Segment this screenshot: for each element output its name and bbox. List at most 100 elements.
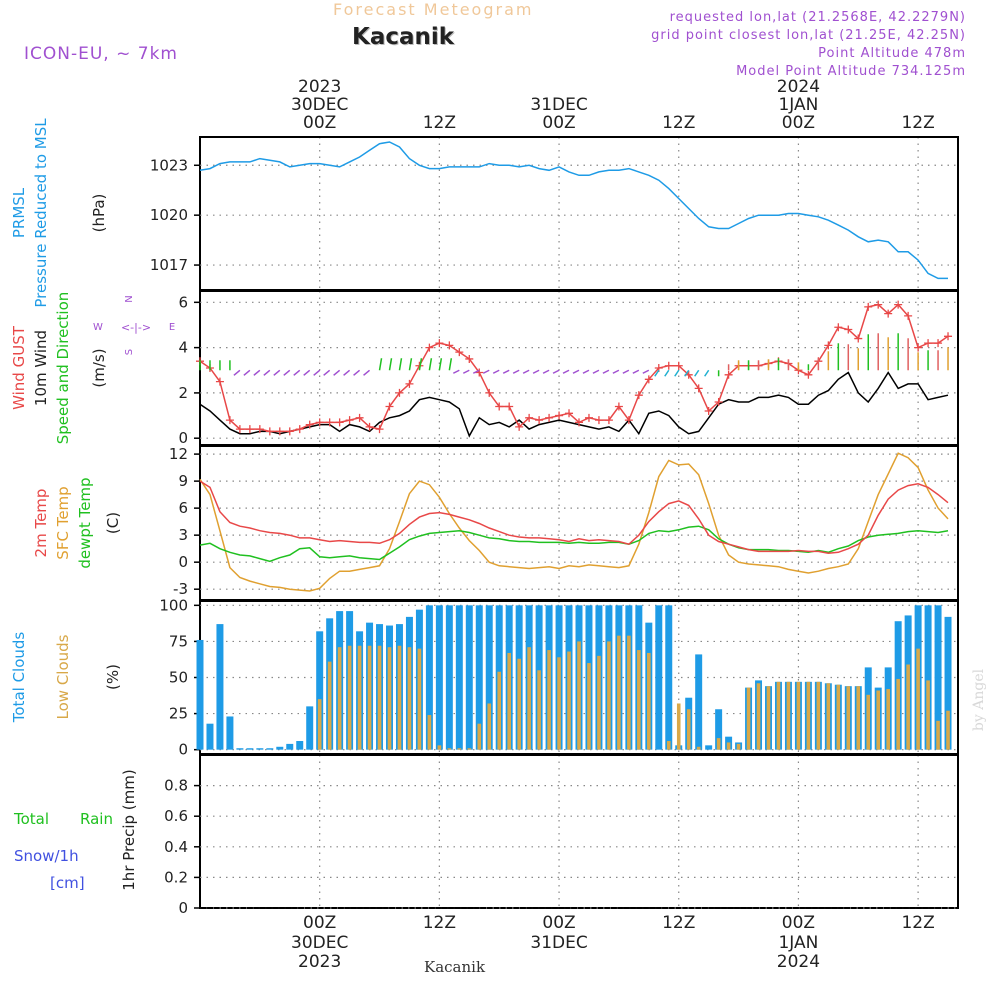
total-cloud-bar bbox=[196, 639, 204, 750]
gust-marker bbox=[664, 361, 673, 370]
wind-direction-arrow bbox=[273, 369, 281, 376]
gust-marker bbox=[455, 348, 464, 357]
wind-direction-arrow bbox=[378, 358, 383, 371]
low-cloud-bar bbox=[337, 647, 342, 750]
gust-marker bbox=[305, 420, 314, 429]
y-tick-label: 1020 bbox=[150, 206, 188, 224]
wind-direction-arrow bbox=[582, 369, 590, 374]
wind-speed-line bbox=[199, 371, 949, 438]
wind-direction-arrow bbox=[542, 369, 550, 374]
low-cloud-bar bbox=[637, 650, 641, 750]
rain-label: Total bbox=[13, 810, 49, 828]
low-cloud-bar bbox=[886, 689, 890, 750]
low-cloud-bar bbox=[826, 683, 831, 750]
y-tick-label: 0.6 bbox=[164, 807, 188, 825]
total-cloud-bar bbox=[695, 654, 703, 750]
time-label-hour: 00Z bbox=[782, 913, 815, 933]
wind-direction-arrow bbox=[492, 369, 500, 374]
compass-arrows: <-|-> bbox=[121, 321, 151, 334]
y-tick-label: 1023 bbox=[150, 156, 188, 174]
low-cloud-bar bbox=[537, 670, 541, 750]
low-cloud-bar bbox=[836, 684, 841, 750]
time-label-date: 31DEC bbox=[530, 95, 587, 115]
low-cloud-bar bbox=[666, 741, 671, 750]
dewpoint-label: dewpt Temp bbox=[76, 477, 94, 568]
low-cloud-bar bbox=[577, 641, 581, 750]
wind-direction-arrow bbox=[293, 369, 301, 376]
low-cloud-bar bbox=[357, 645, 362, 750]
low-cloud-bar bbox=[377, 645, 382, 750]
y-tick-label: 3 bbox=[178, 526, 188, 544]
compass-n: N bbox=[124, 295, 135, 302]
compass-e: E bbox=[169, 322, 175, 333]
gust-marker bbox=[375, 425, 384, 434]
total-cloud-bar bbox=[246, 748, 254, 750]
gust-marker bbox=[874, 300, 883, 309]
total-cloud-bar bbox=[924, 605, 932, 750]
time-label-date: 31DEC bbox=[530, 933, 587, 953]
gust-marker bbox=[535, 416, 544, 425]
low-cloud-bar bbox=[497, 671, 502, 750]
gust-marker bbox=[834, 323, 843, 332]
gust-marker bbox=[565, 409, 574, 418]
gust-marker bbox=[405, 379, 414, 388]
low-cloud-bar bbox=[906, 664, 910, 750]
gust-marker bbox=[325, 418, 334, 427]
panel-precip bbox=[199, 754, 959, 909]
y-tick-label: 6 bbox=[178, 293, 188, 311]
low-cloud-bar bbox=[936, 720, 940, 750]
gust-marker bbox=[525, 413, 534, 422]
total-cloud-bar bbox=[715, 709, 723, 750]
wind-direction-arrow bbox=[398, 358, 403, 371]
wind-direction-arrow bbox=[472, 369, 480, 374]
wind-direction-arrow bbox=[323, 369, 331, 376]
low-cloud-bar bbox=[457, 748, 462, 750]
total-cloud-bar bbox=[306, 706, 314, 750]
time-label-hour: 12Z bbox=[423, 913, 456, 933]
time-label-hour: 00Z bbox=[303, 913, 336, 933]
wind-direction-arrow bbox=[694, 369, 700, 377]
total-cloud-bar bbox=[665, 605, 673, 750]
time-label-date: 30DEC bbox=[291, 933, 348, 953]
gust-marker bbox=[235, 425, 244, 434]
total-cloud-bar bbox=[276, 746, 284, 750]
gust-marker bbox=[485, 388, 494, 397]
low-cloud-bar bbox=[916, 648, 920, 750]
low-cloud-bar bbox=[437, 745, 442, 750]
time-label-hour: 12Z bbox=[901, 913, 934, 933]
low-cloud-bar bbox=[627, 635, 631, 750]
y-tick-label: 9 bbox=[178, 472, 188, 490]
wind-direction-arrow bbox=[418, 358, 423, 371]
pressure-line bbox=[199, 141, 948, 280]
gust-marker bbox=[594, 416, 603, 425]
gust-marker bbox=[624, 416, 633, 425]
low-cloud-bar bbox=[417, 648, 422, 750]
rain-label: Rain bbox=[80, 810, 113, 828]
low-cloud-bar bbox=[397, 645, 402, 750]
requested-coords: requested lon,lat (21.2568E, 42.2279N) bbox=[669, 10, 966, 25]
wind-direction-arrow bbox=[333, 369, 341, 376]
wind-direction-arrow bbox=[664, 369, 670, 377]
pressure-label: Pressure Reduced to MSL bbox=[32, 118, 50, 308]
watermark: by Angel bbox=[971, 668, 987, 731]
y-tick-label: 0.2 bbox=[164, 868, 188, 886]
total-cloud-bar bbox=[944, 616, 952, 750]
gust-marker bbox=[804, 370, 813, 379]
wind-direction-arrow bbox=[522, 369, 530, 374]
wind-direction-arrow bbox=[462, 369, 470, 374]
time-label-hour: 00Z bbox=[782, 113, 815, 133]
total-cloud-bar bbox=[226, 716, 234, 750]
wind-direction-arrow bbox=[632, 369, 640, 374]
gust-marker bbox=[604, 416, 613, 425]
wind-direction-arrow bbox=[482, 369, 490, 374]
y-tick-label: 0 bbox=[178, 429, 188, 447]
low-cloud-bar bbox=[507, 652, 511, 750]
gust-marker bbox=[365, 422, 374, 431]
low-cloud-bar bbox=[597, 655, 601, 750]
time-label-hour: 12Z bbox=[662, 113, 695, 133]
low-cloud-bar bbox=[477, 723, 482, 750]
wind-direction-arrow bbox=[642, 369, 650, 374]
location-title: Kacanik bbox=[352, 24, 455, 50]
time-label-year: 2024 bbox=[777, 952, 820, 972]
pressure-unit: (hPa) bbox=[90, 194, 108, 233]
